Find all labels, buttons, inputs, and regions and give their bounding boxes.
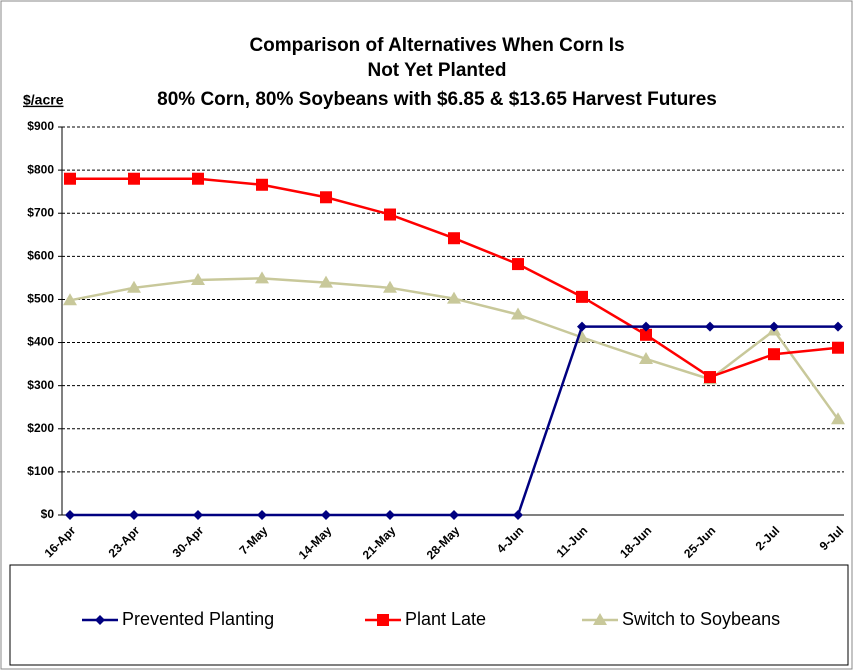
- data-point: [832, 341, 844, 354]
- data-point: [449, 510, 459, 520]
- data-point: [65, 510, 75, 520]
- data-point: [256, 178, 268, 191]
- data-point: [319, 275, 333, 288]
- data-point: [385, 510, 395, 520]
- data-point: [64, 172, 76, 185]
- y-tick-label: $100: [27, 464, 54, 478]
- data-point: [448, 232, 460, 245]
- data-point: [127, 280, 141, 293]
- y-tick-label: $700: [27, 205, 54, 219]
- data-point: [704, 371, 716, 384]
- y-tick-label: $0: [41, 507, 55, 521]
- legend-label: Switch to Soybeans: [622, 609, 780, 629]
- data-point: [833, 321, 843, 332]
- data-point: [383, 280, 397, 293]
- y-tick-label: $900: [27, 119, 54, 133]
- data-point: [384, 208, 396, 221]
- chart-subtitle: Not Yet Planted: [367, 60, 506, 81]
- data-point: [511, 307, 525, 320]
- data-point: [705, 321, 715, 332]
- data-point: [129, 510, 139, 520]
- data-point: [640, 328, 652, 341]
- data-point: [639, 351, 653, 364]
- y-tick-label: $800: [27, 162, 54, 176]
- y-axis-label: $/acre: [23, 92, 64, 108]
- data-point: [192, 172, 204, 185]
- data-point: [191, 273, 205, 286]
- data-point: [63, 293, 77, 306]
- data-point: [831, 412, 845, 425]
- legend-marker: [593, 613, 607, 625]
- y-tick-label: $400: [27, 335, 54, 349]
- data-point: [512, 258, 524, 271]
- data-point: [768, 348, 780, 361]
- y-tick-label: $300: [27, 378, 54, 392]
- y-tick-label: $200: [27, 421, 54, 435]
- chart-title: Comparison of Alternatives When Corn Is: [249, 35, 624, 56]
- data-point: [576, 290, 588, 303]
- legend-label: Plant Late: [405, 609, 486, 629]
- data-point: [577, 321, 587, 332]
- data-point: [447, 291, 461, 304]
- y-tick-label: $500: [27, 292, 54, 306]
- chart-subtitle: 80% Corn, 80% Soybeans with $6.85 & $13.…: [157, 89, 717, 110]
- legend-label: Prevented Planting: [122, 609, 274, 629]
- data-point: [513, 510, 523, 520]
- data-point: [321, 510, 331, 520]
- data-point: [769, 321, 779, 332]
- legend-marker: [95, 615, 105, 625]
- legend-box: [9, 564, 849, 666]
- data-point: [257, 510, 267, 520]
- data-point: [320, 191, 332, 204]
- data-point: [128, 172, 140, 185]
- legend-marker: [377, 614, 389, 626]
- data-point: [193, 510, 203, 520]
- y-tick-label: $600: [27, 249, 54, 263]
- data-point: [255, 271, 269, 284]
- data-point: [641, 321, 651, 332]
